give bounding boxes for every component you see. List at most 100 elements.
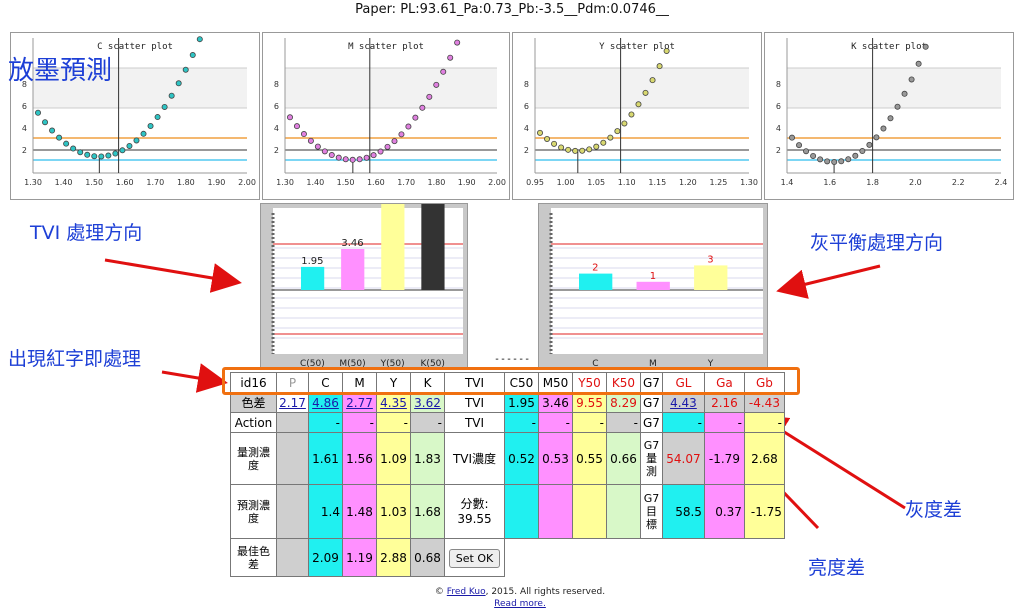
measured-y: 1.09 xyxy=(376,432,411,485)
measured-k50: 0.66 xyxy=(606,432,641,485)
action-m[interactable]: - xyxy=(342,412,377,433)
action-gl[interactable]: - xyxy=(661,412,705,433)
footer-copyright-pre: © xyxy=(434,587,447,597)
x-tick-label: 2.2 xyxy=(952,178,965,187)
scatter-point xyxy=(182,66,189,73)
th-gl: GL xyxy=(661,372,705,393)
read-more-link[interactable]: Read more. xyxy=(494,599,546,609)
best-y: 2.88 xyxy=(376,538,411,577)
x-tick-label: 1.30 xyxy=(276,178,294,187)
set-ok-button[interactable]: Set OK xyxy=(448,548,501,568)
action-gb[interactable]: - xyxy=(743,412,785,433)
x-tick-label: 1.50 xyxy=(85,178,103,187)
x-tick-label: 1.80 xyxy=(177,178,195,187)
y-tick-label: 6 xyxy=(22,102,27,111)
th-k50: K50 xyxy=(606,372,641,393)
gray-diff-annotation: 灰度差 xyxy=(905,499,963,521)
x-tick-label: 1.05 xyxy=(587,178,605,187)
y-tick-label: 6 xyxy=(524,102,529,111)
tvi-chart-panel: 1.95 C(50) 3.46 M(50) Y(50) K(50) xyxy=(260,203,468,370)
action-c[interactable]: - xyxy=(308,412,343,433)
scatter-point xyxy=(70,145,77,152)
bar-category-label: M(50) xyxy=(339,359,365,369)
scatter-point xyxy=(628,111,635,118)
plot-shade xyxy=(535,68,749,108)
measured-m: 1.56 xyxy=(342,432,377,485)
y-tick-label: 4 xyxy=(776,124,781,133)
th-c50: C50 xyxy=(504,372,539,393)
bar-value-label: 3 xyxy=(707,254,713,265)
scatter-point xyxy=(579,147,586,154)
bar xyxy=(341,249,365,290)
score-value: 39.55 xyxy=(457,511,492,526)
x-tick-label: 1.15 xyxy=(648,178,666,187)
y-tick-label: 2 xyxy=(22,146,27,155)
predicted-y: 1.03 xyxy=(376,484,411,539)
delta-gl-link[interactable]: 4.43 xyxy=(670,395,697,410)
gray-balance-bar-chart: 2 C 1 M 3 Y xyxy=(549,208,763,369)
action-c50[interactable]: - xyxy=(504,412,539,433)
scatter-point xyxy=(133,137,140,144)
predicted-p xyxy=(276,484,309,539)
th-tvi: TVI xyxy=(444,372,505,393)
score-label: 分數: xyxy=(460,496,489,511)
m-scatter-panel: M scatter plot 2 4 6 8 1.30 1.40 1.50 1.60 1.70 1.… xyxy=(262,32,510,200)
action-m50[interactable]: - xyxy=(538,412,573,433)
measured-k: 1.83 xyxy=(410,432,445,485)
scatter-point xyxy=(161,103,168,110)
th-y: Y xyxy=(376,372,411,393)
action-y[interactable]: - xyxy=(376,412,411,433)
x-tick-label: 0.95 xyxy=(526,178,544,187)
scatter-point xyxy=(663,47,670,54)
tvi-direction-annotation: TVI 處理方向 xyxy=(30,222,143,244)
action-ga[interactable]: - xyxy=(703,412,745,433)
scatter-point xyxy=(84,151,91,158)
x-tick-label: 1.6 xyxy=(823,178,836,187)
x-tick-label: 1.20 xyxy=(679,178,697,187)
action-y50[interactable]: - xyxy=(572,412,607,433)
arrow-gray xyxy=(776,264,881,299)
th-k: K xyxy=(410,372,445,393)
arrow-gray-diff xyxy=(756,414,906,510)
x-tick-label: 1.25 xyxy=(710,178,728,187)
th-g7: G7 xyxy=(640,372,663,393)
delta-c50: 1.95 xyxy=(504,392,539,413)
delta-c-link[interactable]: 4.86 xyxy=(312,395,339,410)
delta-y50: 9.55 xyxy=(572,392,607,413)
scatter-point xyxy=(307,137,314,144)
x-tick-label: 1.90 xyxy=(458,178,476,187)
y-tick-label: 2 xyxy=(524,146,529,155)
x-tick-label: 2.00 xyxy=(238,178,256,187)
best-label: 最佳色差 xyxy=(230,538,277,577)
scatter-point xyxy=(98,153,105,160)
scatter-point xyxy=(384,143,391,150)
scatter-point xyxy=(168,92,175,99)
scatter-point xyxy=(796,142,803,149)
scatter-point xyxy=(63,140,70,147)
delta-y-link[interactable]: 4.35 xyxy=(380,395,407,410)
scatter-point xyxy=(824,158,831,165)
scatter-point xyxy=(901,90,908,97)
scatter-point xyxy=(175,80,182,87)
scatter-point xyxy=(454,39,461,46)
x-tick-label: 1.4 xyxy=(781,178,794,187)
delta-k-link[interactable]: 3.62 xyxy=(414,395,441,410)
scatter-point xyxy=(42,119,49,126)
predicted-k50 xyxy=(606,484,641,539)
y-tick-label: 6 xyxy=(274,102,279,111)
table-row-delta: 色差 2.17 4.86 2.77 4.35 3.62 TVI 1.95 3.4… xyxy=(230,392,785,413)
scatter-point xyxy=(405,123,412,130)
scatter-point xyxy=(34,109,41,116)
light-diff-annotation: 亮度差 xyxy=(808,557,866,579)
action-k50[interactable]: - xyxy=(606,412,641,433)
x-tick-label: 1.80 xyxy=(428,178,446,187)
action-g7: G7 xyxy=(640,412,663,433)
y-tick-label: 2 xyxy=(776,146,781,155)
predicted-score: 分數: 39.55 xyxy=(444,484,505,539)
action-k[interactable]: - xyxy=(410,412,445,433)
scatter-point xyxy=(154,114,161,121)
delta-m-link[interactable]: 2.77 xyxy=(346,395,373,410)
delta-p-link[interactable]: 2.17 xyxy=(279,395,306,410)
scatter-point xyxy=(915,60,922,67)
author-link[interactable]: Fred Kuo xyxy=(446,587,486,597)
